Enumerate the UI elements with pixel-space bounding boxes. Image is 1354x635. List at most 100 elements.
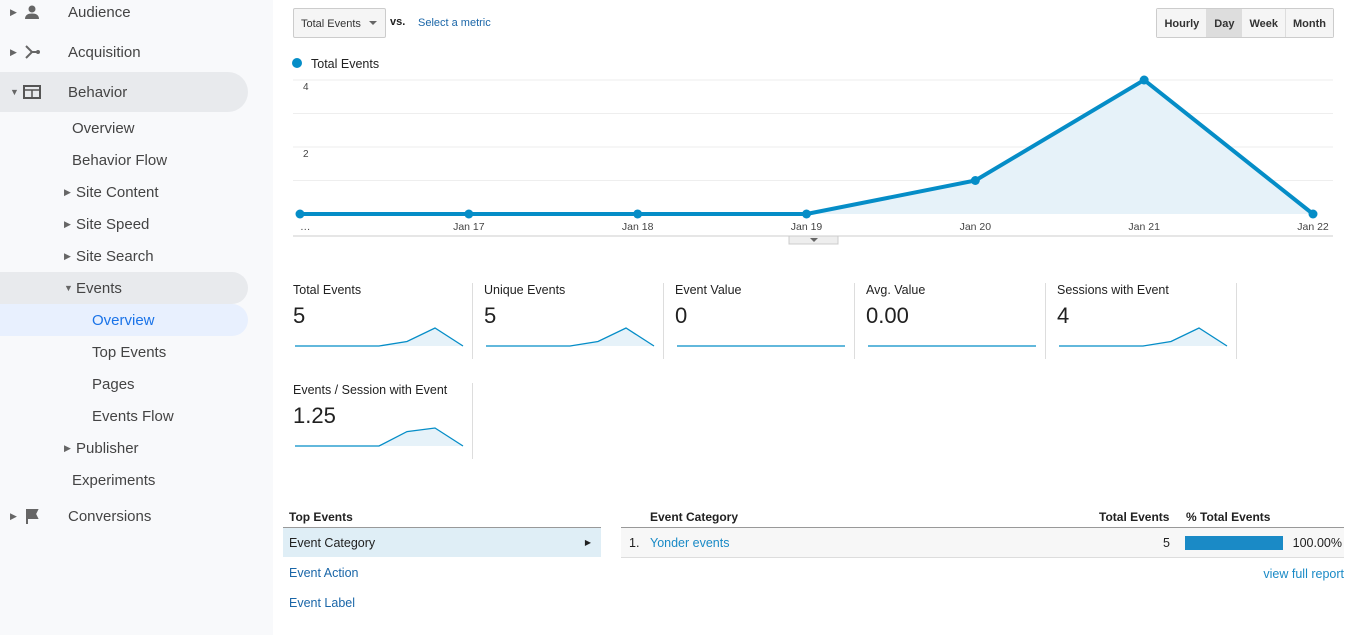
sidebar-item-events-overview[interactable]: Overview (0, 304, 248, 336)
x-tick-label: Jan 20 (960, 221, 992, 233)
scorecard-label: Unique Events (484, 283, 566, 297)
sparkline-line (295, 427, 464, 447)
top-events-event-action[interactable]: Event Action (289, 566, 359, 580)
sidebar-item-events-flow[interactable]: Events Flow (92, 396, 174, 436)
scorecard-value: 5 (293, 303, 306, 328)
sparkline (677, 345, 845, 347)
data-point[interactable] (1139, 75, 1149, 85)
sidebar-item-site-speed[interactable]: ▶ Site Speed (64, 215, 150, 233)
scorecard: Events / Session with Event 1.25 (293, 383, 473, 459)
row-category-link[interactable]: Yonder events (650, 536, 730, 550)
legend-label: Total Events (311, 57, 379, 71)
row-percent: 100.00% (1292, 536, 1342, 550)
chevron-down-icon (810, 238, 818, 242)
sparkline-fill (295, 328, 463, 346)
sparkline (295, 327, 464, 347)
flag-icon (22, 507, 42, 525)
table-row: 1. Yonder events 5 100.00% (621, 528, 1344, 558)
day-button[interactable]: Day (1206, 9, 1242, 37)
week-button[interactable]: Week (1241, 9, 1286, 37)
sparkline (1059, 327, 1228, 347)
label: Event Category (289, 536, 376, 550)
x-tick-label: Jan 19 (791, 221, 823, 233)
scorecard-value: 4 (1057, 303, 1070, 328)
row-index: 1. (629, 536, 640, 550)
scorecard-value: 5 (484, 303, 497, 328)
label: Behavior Flow (72, 151, 168, 169)
area-fill (300, 80, 1313, 214)
col-header-category[interactable]: Event Category (650, 510, 739, 524)
sparkline-line (295, 327, 464, 347)
sidebar-item-conversions[interactable]: ▶ Conversions (10, 507, 152, 525)
data-point[interactable] (970, 176, 980, 185)
select-metric-link[interactable]: Select a metric (418, 17, 491, 29)
sidebar-item-site-search[interactable]: ▶ Site Search (64, 247, 154, 265)
sidebar-item-behavior[interactable]: ▼ Behavior (0, 72, 248, 112)
sidebar-item-publisher[interactable]: ▶ Publisher (64, 439, 139, 457)
data-point[interactable] (802, 209, 811, 219)
x-tick-label: Jan 17 (453, 221, 485, 233)
legend-dot (292, 58, 302, 68)
top-events-event-label[interactable]: Event Label (289, 596, 356, 610)
scorecard-label: Total Events (293, 283, 362, 297)
sidebar-item-events[interactable]: ▼ Events (0, 272, 248, 304)
sidebar-item-pages[interactable]: Pages (92, 364, 135, 404)
col-header-total[interactable]: Total Events (1099, 510, 1170, 524)
scorecard: Unique Events 5 (484, 283, 664, 359)
sidebar-item-experiments[interactable]: Experiments (72, 460, 155, 500)
view-full-report-link[interactable]: view full report (1263, 567, 1344, 581)
data-point[interactable] (464, 209, 474, 219)
scorecard-label: Avg. Value (866, 283, 926, 297)
line-chart: Total Events 2 4 … Jan 17 Jan 18 Jan 19 Jan 20… (292, 57, 1333, 245)
data-point[interactable] (633, 209, 643, 219)
label: Acquisition (68, 43, 141, 61)
sparkline (295, 427, 464, 447)
top-events-event-category[interactable]: Event Category ▶ (283, 528, 601, 557)
chevron-down-icon (369, 21, 377, 29)
label: Site Content (76, 183, 159, 201)
sidebar-item-audience[interactable]: ▶ Audience (10, 3, 131, 21)
scorecard: Event Value 0 (675, 283, 855, 359)
sparkline (486, 327, 655, 347)
label: Top Events (92, 343, 167, 361)
metric-label: Total Events (301, 18, 361, 30)
percent-bar (1185, 536, 1283, 550)
label: Overview (92, 311, 155, 329)
label: Events (76, 279, 122, 297)
sparkline-fill (486, 328, 654, 346)
sidebar-item-top-events[interactable]: Top Events (92, 332, 166, 372)
scorecard-label: Sessions with Event (1057, 283, 1169, 297)
scorecard-label: Event Value (675, 283, 742, 297)
month-button[interactable]: Month (1285, 9, 1333, 37)
scorecard-value: 1.25 (293, 403, 336, 428)
hourly-button[interactable]: Hourly (1157, 9, 1207, 37)
top-events-title: Top Events (289, 510, 353, 524)
sidebar-item-behavior-flow[interactable]: Behavior Flow (72, 140, 167, 180)
scorecard-value: 0.00 (866, 303, 909, 328)
sparkline-line (1059, 327, 1228, 347)
label: Site Search (76, 247, 154, 265)
sidebar-item-overview[interactable]: Overview (72, 108, 135, 148)
x-tick-label: Jan 18 (622, 221, 654, 233)
chevron-right-icon: ▶ (584, 538, 591, 547)
y-tick-label: 4 (303, 82, 309, 93)
label: Experiments (72, 471, 156, 489)
data-point[interactable] (295, 209, 305, 219)
scorecard: Avg. Value 0.00 (866, 283, 1046, 359)
col-header-percent[interactable]: % Total Events (1186, 510, 1271, 524)
sparkline-fill (295, 428, 463, 446)
data-point[interactable] (1308, 209, 1318, 219)
granularity-buttons: Hourly Day Week Month (1156, 8, 1334, 38)
sidebar-item-site-content[interactable]: ▶ Site Content (64, 183, 159, 201)
y-tick-label: 2 (303, 149, 309, 160)
sidebar: ▶ Audience ▶ Acquisition ▼ Behavior Overvie… (0, 0, 273, 635)
label: Events Flow (92, 407, 174, 425)
sidebar-item-acquisition[interactable]: ▶ Acquisition (10, 43, 141, 61)
x-tick-label: Jan 21 (1128, 221, 1160, 233)
x-tick-label: … (300, 221, 311, 233)
sparkline (868, 345, 1036, 347)
sparkline-line (486, 327, 655, 347)
scorecard: Sessions with Event 4 (1057, 283, 1237, 359)
metric-select[interactable]: Total Events (293, 8, 386, 38)
row-total: 5 (1163, 536, 1170, 550)
